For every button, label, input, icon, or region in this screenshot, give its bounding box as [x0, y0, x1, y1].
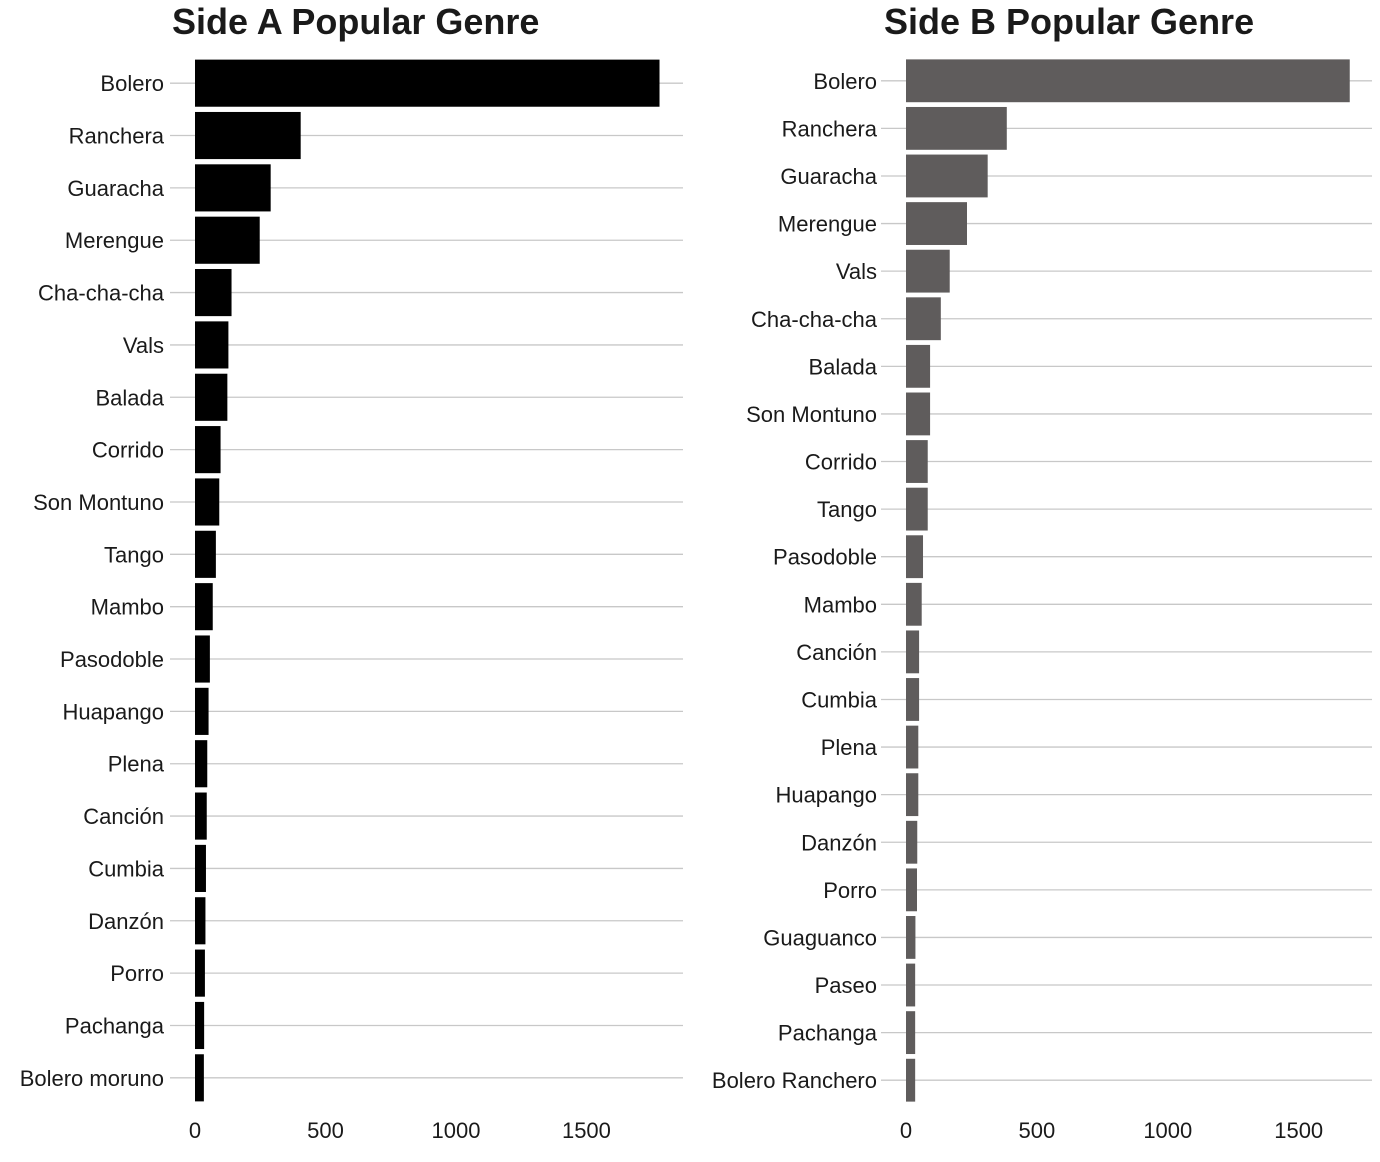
category-label: Tango: [104, 542, 164, 567]
chart-panel-side-a: Side A Popular Genre Bolero Ranchera Guarac…: [20, 1, 683, 1143]
category-label: Balada: [95, 385, 164, 410]
x-tick-label: 1000: [1143, 1118, 1192, 1143]
bar-b: [906, 1058, 916, 1102]
category-label: Canción: [796, 640, 877, 665]
category-label: Huapango: [62, 699, 164, 724]
bar-b: [906, 678, 920, 721]
bar-b: [906, 344, 931, 388]
bar-a: [195, 740, 208, 788]
category-label: Danzón: [801, 830, 877, 855]
category-label: Cumbia: [88, 856, 165, 881]
category-label: Cumbia: [801, 687, 878, 712]
category-label: Plena: [108, 752, 165, 777]
x-tick-label: 1500: [562, 1118, 611, 1143]
bar-a: [195, 844, 206, 892]
bar-b: [906, 868, 917, 912]
category-label: Son Montuno: [746, 402, 877, 427]
category-label: Cha-cha-cha: [751, 307, 878, 332]
bar-b: [906, 535, 924, 579]
category-label: Mambo: [91, 595, 164, 620]
category-label: Paseo: [815, 973, 877, 998]
category-label: Porro: [110, 961, 164, 986]
category-label: Danzón: [88, 909, 164, 934]
bar-a: [195, 583, 213, 631]
bar-a: [195, 792, 207, 840]
category-label: Huapango: [775, 783, 877, 808]
bar-a: [195, 1054, 204, 1102]
category-label: Mambo: [804, 592, 877, 617]
category-label: Tango: [817, 497, 877, 522]
bar-a: [195, 949, 205, 997]
bar-a: [195, 478, 220, 526]
bar-b: [906, 297, 941, 341]
category-label: Pachanga: [778, 1021, 878, 1046]
category-label: Vals: [836, 259, 877, 284]
bar-a: [195, 321, 229, 369]
bar-b: [906, 1011, 916, 1055]
category-label: Corrido: [805, 450, 877, 475]
category-label: Canción: [83, 804, 164, 829]
bar-b: [906, 202, 967, 245]
category-label: Merengue: [65, 228, 164, 253]
bar-b: [906, 725, 919, 769]
x-tick-label: 0: [900, 1118, 912, 1143]
category-label: Guaguanco: [763, 925, 877, 950]
bar-a: [195, 1001, 205, 1050]
x-tick-label: 500: [1019, 1118, 1056, 1143]
category-label: Ranchera: [782, 116, 878, 141]
category-label: Porro: [823, 878, 877, 903]
x-tick-label: 500: [307, 1118, 344, 1143]
bar-b: [906, 582, 922, 626]
category-label: Pasodoble: [773, 545, 877, 570]
category-label: Corrido: [92, 438, 164, 463]
bar-a: [195, 426, 221, 474]
bar-b: [906, 773, 919, 817]
chart-title-side-a: Side A Popular Genre: [172, 1, 539, 42]
chart-panel-side-b: Side B Popular Genre Bolero Ranchera Guarac…: [712, 1, 1372, 1143]
bar-a: [195, 530, 216, 578]
category-label: Vals: [123, 333, 164, 358]
bar-b: [906, 154, 988, 198]
x-tick-label: 1500: [1274, 1118, 1323, 1143]
bar-b: [906, 249, 950, 293]
category-label: Bolero moruno: [20, 1066, 164, 1091]
x-tick-label: 0: [189, 1118, 201, 1143]
category-label: Cha-cha-cha: [38, 281, 165, 306]
category-label: Merengue: [778, 212, 877, 237]
bar-a: [195, 59, 660, 107]
category-label: Guaracha: [67, 176, 164, 201]
category-label: Plena: [821, 735, 878, 760]
x-tick-label: 1000: [431, 1118, 480, 1143]
category-label: Pachanga: [65, 1013, 165, 1038]
bar-a: [195, 164, 271, 212]
bar-a: [195, 269, 232, 317]
bar-b: [906, 916, 916, 959]
bar-b: [906, 440, 928, 483]
category-label: Bolero: [100, 71, 164, 96]
bar-b: [906, 630, 920, 674]
bar-b: [906, 487, 928, 531]
category-label: Pasodoble: [60, 647, 164, 672]
bar-b: [906, 963, 916, 1007]
bar-b: [906, 392, 931, 436]
bar-a: [195, 687, 209, 735]
category-label: Son Montuno: [33, 490, 164, 515]
bar-a: [195, 635, 210, 683]
category-label: Guaracha: [780, 164, 877, 189]
bar-a: [195, 373, 228, 421]
bar-b: [906, 106, 1007, 150]
bar-a: [195, 216, 260, 264]
category-label: Ranchera: [69, 124, 165, 149]
category-label: Bolero: [813, 69, 877, 94]
bar-a: [195, 111, 301, 160]
category-label: Balada: [808, 354, 877, 379]
bar-a: [195, 897, 206, 945]
bar-b: [906, 820, 918, 864]
chart-title-side-b: Side B Popular Genre: [884, 1, 1254, 42]
bar-b: [906, 59, 1350, 103]
category-label: Bolero Ranchero: [712, 1068, 877, 1093]
